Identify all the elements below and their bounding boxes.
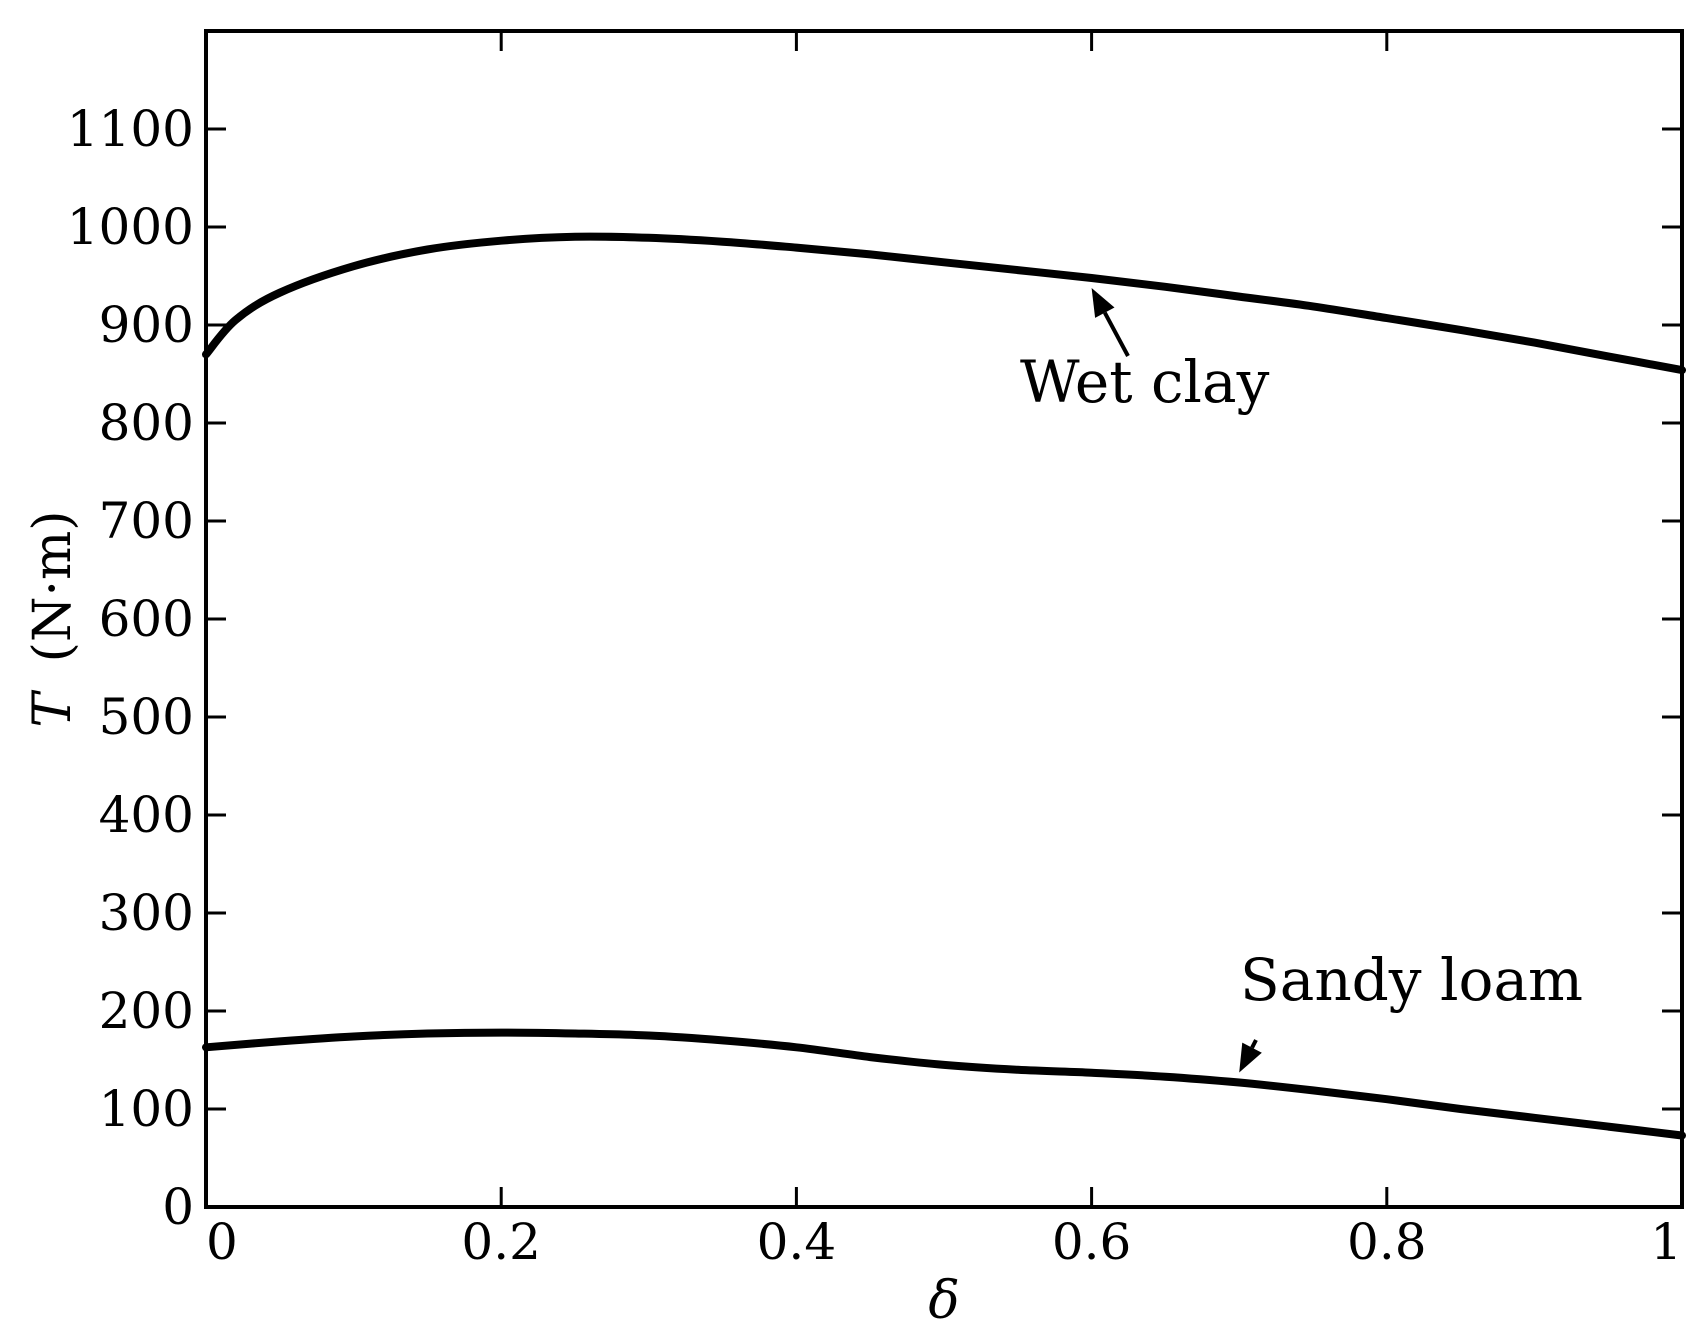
annotations-group: Wet clay Sandy loam <box>1020 287 1583 1073</box>
y-tick-label: 300 <box>99 884 194 942</box>
x-tick-label: 0.6 <box>1052 1213 1132 1271</box>
y-axis-label-variable: T <box>23 690 83 728</box>
series-line-1 <box>202 1028 1686 1140</box>
annotation-arrow-head <box>1239 1042 1262 1073</box>
x-tick-label: 0.2 <box>461 1213 541 1271</box>
series-line-0 <box>202 232 1686 375</box>
x-tick-label: 0 <box>206 1213 238 1271</box>
y-tick-label: 0 <box>162 1178 194 1236</box>
y-tick-label: 1100 <box>67 100 194 158</box>
y-tick-label: 100 <box>99 1080 194 1138</box>
annotation-arrow-head <box>1091 287 1115 318</box>
y-tick-label: 900 <box>99 296 194 354</box>
x-axis-ticks: 0 0.2 0.4 0.6 0.8 1 <box>204 31 1684 1271</box>
x-tick-label: 0.8 <box>1347 1213 1427 1271</box>
y-tick-label: 200 <box>99 982 194 1040</box>
y-tick-label: 800 <box>99 394 194 452</box>
x-axis-label: δ <box>928 1271 959 1330</box>
x-tick-label: 0.4 <box>757 1213 837 1271</box>
annotation-label: Sandy loam <box>1240 946 1583 1014</box>
y-axis-ticks: 0 100 200 300 400 500 600 700 800 900 1000 1100 <box>67 100 1682 1236</box>
plot-frame <box>204 29 1684 1209</box>
annotation-arrow-line <box>1103 311 1130 357</box>
y-tick-label: 700 <box>99 492 194 550</box>
y-axis-label: T (N·m) <box>23 510 83 727</box>
y-tick-label: 500 <box>99 688 194 746</box>
series-group <box>202 232 1686 1140</box>
y-tick-label: 400 <box>99 786 194 844</box>
y-tick-label: 600 <box>99 590 194 648</box>
annotation-label: Wet clay <box>1020 348 1270 416</box>
x-tick-label: 1 <box>1650 1213 1682 1271</box>
y-axis-label-unit: (N·m) <box>23 510 83 662</box>
annotation-arrow-line <box>1250 1039 1258 1049</box>
y-tick-label: 1000 <box>67 198 194 256</box>
